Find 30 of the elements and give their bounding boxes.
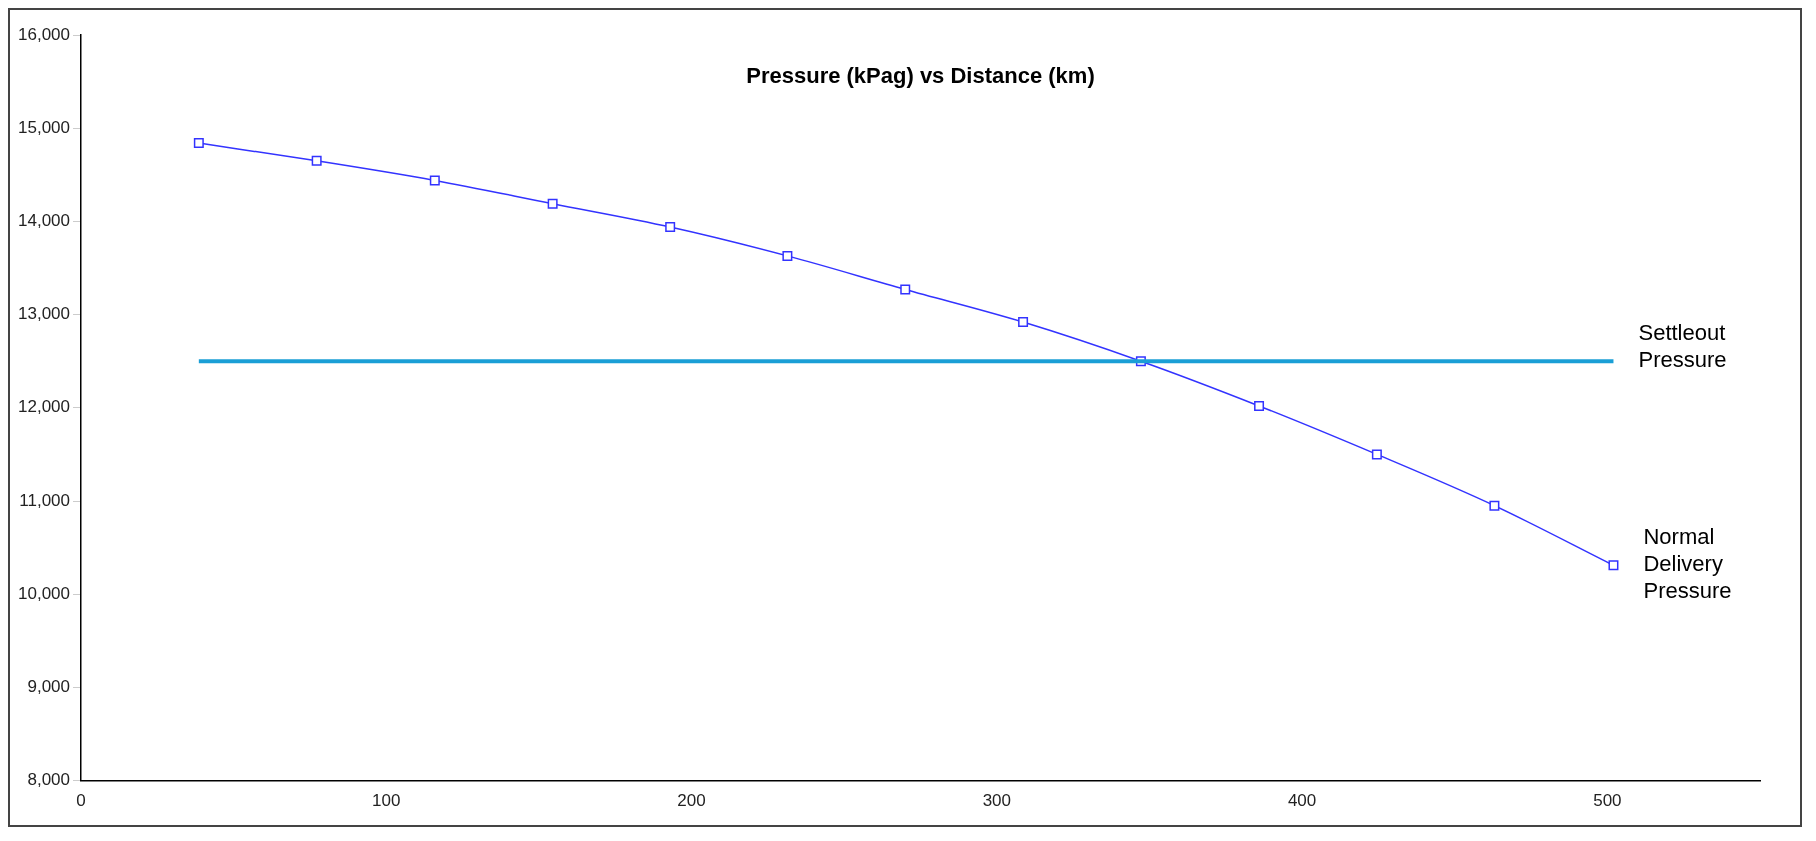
y-tick-label: 8,000 bbox=[27, 770, 70, 790]
x-tick-label: 400 bbox=[1287, 791, 1317, 811]
point bbox=[1608, 560, 1619, 571]
point bbox=[665, 222, 676, 232]
point bbox=[1018, 317, 1029, 328]
point bbox=[311, 155, 322, 166]
y-tick-label: 15,000 bbox=[18, 117, 70, 137]
y-tick-label: 14,000 bbox=[18, 211, 70, 231]
point bbox=[193, 138, 204, 149]
y-tick-label: 16,000 bbox=[18, 24, 70, 44]
y-tick-label: 13,000 bbox=[18, 304, 70, 324]
point bbox=[547, 198, 558, 209]
point bbox=[900, 284, 911, 295]
x-tick-label: 0 bbox=[76, 791, 86, 811]
ref-line-label: Settleout Pressure bbox=[1638, 319, 1727, 372]
point bbox=[1489, 500, 1500, 511]
point bbox=[1254, 400, 1265, 411]
x-tick-label: 500 bbox=[1593, 791, 1622, 811]
x-tick-label: 100 bbox=[372, 791, 401, 811]
annotation: Normal Delivery Pressure bbox=[1643, 524, 1732, 604]
y-tick-label: 11,000 bbox=[19, 490, 70, 510]
text: Pressure (kPag) vs Distance (km) bbox=[746, 63, 1095, 89]
point bbox=[1371, 449, 1382, 460]
point bbox=[429, 175, 440, 186]
x-tick-label: 200 bbox=[677, 791, 706, 811]
x-tick-label: 300 bbox=[982, 791, 1011, 811]
y-tick-label: 10,000 bbox=[18, 583, 70, 603]
y-tick-label: 9,000 bbox=[27, 677, 70, 697]
y-tick-label: 12,000 bbox=[18, 397, 70, 417]
point bbox=[782, 250, 793, 261]
